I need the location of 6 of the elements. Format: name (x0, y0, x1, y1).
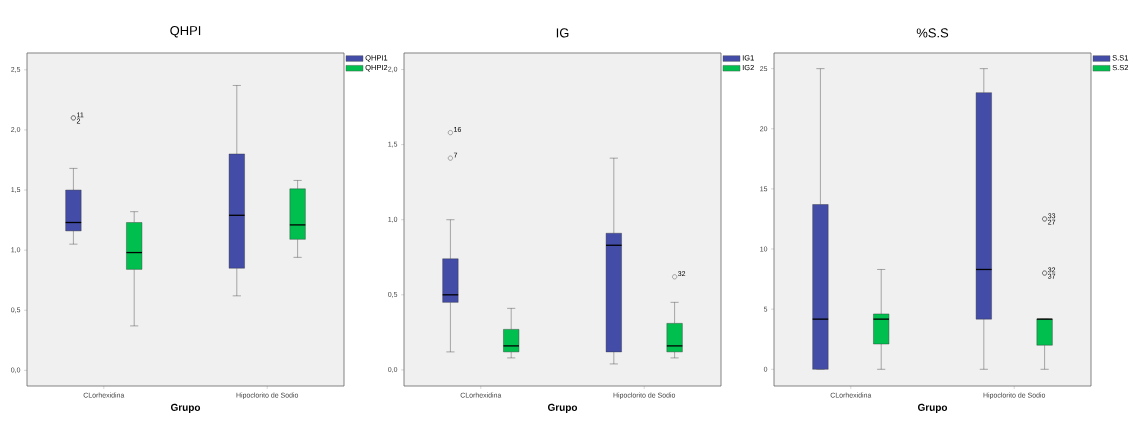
x-axis-title: Grupo (917, 403, 948, 413)
x-axis-title: Grupo (547, 403, 578, 413)
chart-title: IG (556, 28, 569, 38)
chart-title: %S.S (916, 28, 949, 38)
x-axis-title: Grupo (170, 403, 201, 413)
chart-title: QHPI (170, 26, 201, 38)
